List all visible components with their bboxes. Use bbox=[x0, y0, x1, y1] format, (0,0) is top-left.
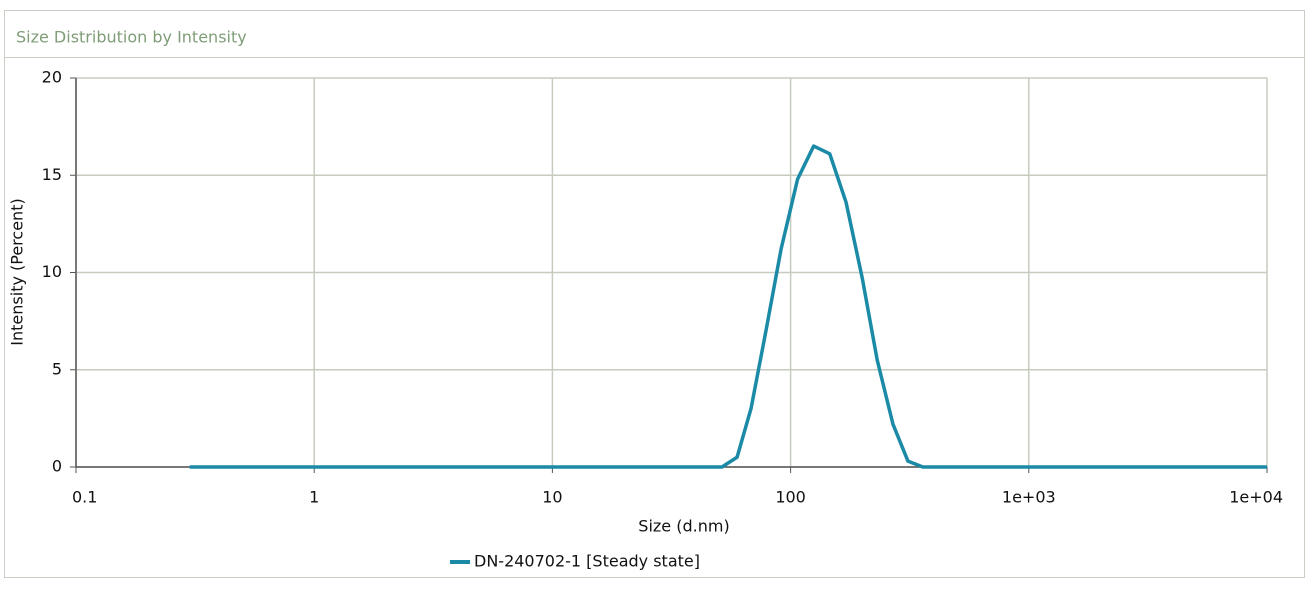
panel-border bbox=[4, 10, 1305, 578]
x-tick-label: 1e+03 bbox=[1002, 488, 1056, 507]
x-tick-label: 100 bbox=[775, 488, 806, 507]
y-tick-label: 10 bbox=[42, 262, 62, 281]
x-tick-label: 0.1 bbox=[72, 488, 97, 507]
data-line bbox=[189, 144, 1267, 469]
x-tick-label: 10 bbox=[542, 488, 562, 507]
x-tick-label: 1e+04 bbox=[1229, 488, 1283, 507]
y-tick-label: 15 bbox=[42, 165, 62, 184]
y-tick-label: 5 bbox=[52, 359, 62, 378]
y-tick-label: 0 bbox=[52, 457, 62, 476]
x-tick-label: 1 bbox=[309, 488, 319, 507]
y-tick-label: 20 bbox=[42, 68, 62, 87]
y-axis-label: Intensity (Percent) bbox=[8, 198, 27, 345]
x-axis-label: Size (d.nm) bbox=[638, 517, 729, 536]
chart-title: Size Distribution by Intensity bbox=[16, 28, 247, 47]
legend-label: DN-240702-1 [Steady state] bbox=[474, 552, 700, 571]
